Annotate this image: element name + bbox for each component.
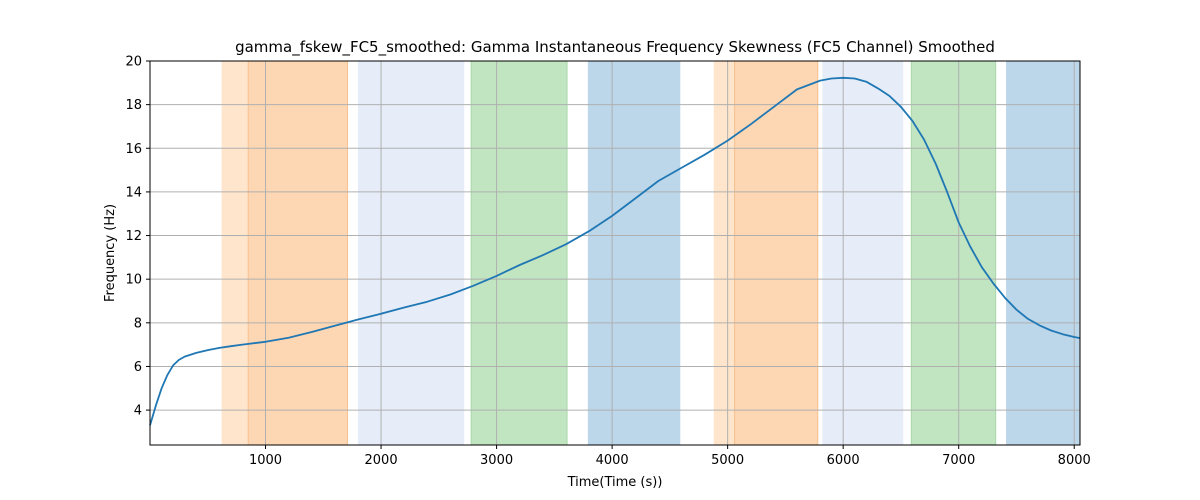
y-axis-label: Frequency (Hz) [103, 204, 118, 302]
y-tick-label: 10 [125, 273, 142, 288]
chart-title: gamma_fskew_FC5_smoothed: Gamma Instanta… [235, 38, 995, 57]
shaded-band [1006, 61, 1080, 445]
y-tick-label: 8 [134, 316, 142, 331]
series-group [149, 76, 1081, 426]
x-tick-label: 1000 [249, 453, 282, 468]
x-axis: 1000 2000 3000 4000 5000 6000 7000 8000 [249, 445, 1091, 468]
x-tick-label: 2000 [365, 453, 398, 468]
shaded-band [587, 61, 681, 445]
x-axis-label: Time(Time (s)) [567, 475, 663, 490]
shaded-band [221, 61, 249, 445]
y-tick-label: 16 [125, 142, 142, 157]
y-tick-label: 12 [125, 229, 142, 244]
x-tick-label: 3000 [480, 453, 513, 468]
x-tick-label: 6000 [827, 453, 860, 468]
y-axis: 4 6 8 10 12 14 16 18 20 [125, 55, 150, 419]
x-tick-label: 8000 [1058, 453, 1091, 468]
shaded-band [471, 61, 568, 445]
y-tick-label: 14 [125, 185, 142, 200]
shaded-band [248, 61, 348, 445]
y-tick-label: 4 [134, 404, 142, 419]
y-tick-label: 6 [134, 360, 142, 375]
shaded-bands [221, 61, 1080, 445]
series-line [149, 76, 1081, 426]
x-tick-label: 7000 [942, 453, 975, 468]
shaded-band [357, 61, 465, 445]
plot-frame [149, 60, 1081, 446]
y-tick-label: 20 [125, 55, 142, 70]
y-tick-label: 18 [125, 98, 142, 113]
x-tick-label: 5000 [711, 453, 744, 468]
shaded-band [734, 61, 818, 445]
x-tick-label: 4000 [596, 453, 629, 468]
shaded-band [713, 61, 735, 445]
shaded-band [911, 61, 996, 445]
shaded-band [822, 61, 904, 445]
